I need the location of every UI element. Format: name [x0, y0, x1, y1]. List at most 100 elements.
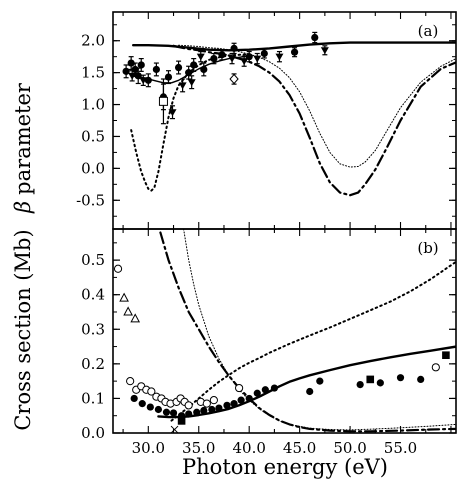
data-point-open-triangle	[119, 292, 129, 302]
beta-symbol: β	[11, 201, 35, 214]
data-point-open-circle	[184, 401, 193, 410]
data-point-filled-circle	[138, 400, 146, 408]
series-line-solid	[157, 345, 456, 419]
y-tick-label: -0.5	[76, 191, 105, 209]
series-line-dotted-coarse	[130, 53, 251, 192]
data-point-filled-circle	[169, 409, 178, 417]
y-tick-label: 0.1	[81, 389, 105, 407]
data-point-open-circle	[126, 377, 135, 386]
data-point-filled-circle	[261, 386, 269, 394]
y-tick-label: 0.0	[81, 424, 105, 442]
data-point-filled-circle	[185, 410, 193, 418]
data-point-triangle-down	[139, 77, 148, 85]
data-point-triangle-down	[196, 53, 205, 61]
data-point-filled-square	[442, 351, 450, 360]
data-point-filled-circle	[311, 33, 319, 42]
series-line-dotted-coarse	[170, 260, 456, 422]
y-tick-label: 0.5	[81, 251, 105, 269]
points-group	[113, 264, 450, 434]
x-tick-label: 35.0	[182, 439, 215, 457]
data-point-filled-circle	[270, 384, 279, 392]
data-point-filled-circle	[316, 377, 324, 385]
data-point-filled-circle	[193, 408, 201, 416]
data-point-filled-circle	[127, 59, 135, 67]
data-point-open-circle	[431, 363, 440, 372]
points-group	[122, 31, 329, 125]
data-point-triangle-down	[187, 79, 196, 87]
panel-label: (b)	[417, 239, 438, 257]
data-point-triangle-down	[168, 109, 177, 117]
data-point-filled-circle	[154, 405, 162, 414]
data-point-filled-circle	[137, 61, 145, 69]
data-point-filled-circle	[208, 405, 216, 414]
x-tick-label: 40.0	[232, 439, 265, 457]
data-point-filled-circle	[417, 375, 425, 384]
data-point-open-circle	[235, 383, 244, 393]
data-point-filled-circle	[245, 394, 253, 403]
y-tick-label: 0.4	[81, 286, 105, 304]
data-point-filled-circle	[237, 396, 245, 404]
data-point-triangle-down	[128, 72, 137, 80]
y-tick-label: 0.0	[81, 159, 105, 177]
data-point-triangle-down	[178, 82, 187, 90]
series-line-dash-dot	[172, 44, 456, 197]
panel-b: 0.5 0.4 0.3 0.2 0.1 0.0 30.0 35.0 40.0 45.0 50.0 55…	[81, 228, 457, 457]
data-point-open-square	[158, 96, 168, 106]
data-point-open-diamond	[229, 73, 239, 85]
data-point-triangle-down	[228, 55, 237, 63]
x-tick-label: 45.0	[283, 439, 316, 457]
data-point-triangle-down	[240, 58, 249, 66]
data-point-filled-circle	[164, 73, 173, 81]
data-point-open-circle	[209, 396, 218, 405]
data-point-filled-circle	[174, 63, 183, 72]
data-point-filled-circle	[306, 387, 314, 396]
data-point-filled-circle	[230, 400, 238, 408]
y-tick-label: 1.0	[81, 96, 105, 114]
series-line-dotted-fine	[178, 44, 456, 168]
plot-frame-b	[112, 228, 457, 434]
data-point-filled-circle	[200, 406, 208, 415]
data-point-filled-circle	[210, 54, 218, 63]
data-point-filled-circle	[130, 394, 138, 403]
data-point-open-triangle	[123, 306, 133, 316]
data-point-filled-circle	[122, 67, 130, 75]
y-axis-label-top-text: parameter	[11, 82, 35, 195]
data-point-filled-circle	[290, 48, 299, 56]
data-point-filled-circle	[218, 51, 226, 59]
y-tick-label: 0.2	[81, 355, 105, 373]
data-point-filled-circle	[190, 61, 198, 69]
series-line-dash-dot	[159, 231, 456, 433]
data-point-filled-circle	[185, 69, 193, 77]
x-axis-label: Photon energy (eV)	[182, 455, 388, 479]
data-point-filled-circle	[376, 379, 384, 387]
y-tick-label: 0.3	[81, 320, 105, 338]
data-point-triangle-down	[320, 47, 329, 55]
data-point-filled-circle	[260, 49, 268, 58]
data-point-open-circle	[147, 387, 156, 396]
x-tick-label: 50.0	[333, 439, 366, 457]
data-point-open-circle	[113, 264, 123, 273]
panel-a: 2.0 1.5 1.0 0.5 0.0 -0.5 (a)	[76, 11, 457, 230]
figure-labels: β parameter Cross section (Mb) Photon ene…	[11, 82, 388, 479]
data-point-filled-circle	[356, 380, 364, 389]
data-point-filled-square	[177, 417, 186, 425]
data-point-triangle-down	[275, 53, 284, 61]
y-axis-label-bottom: Cross section (Mb)	[11, 229, 35, 430]
data-point-filled-circle	[200, 65, 208, 74]
data-point-filled-circle	[253, 389, 261, 397]
data-point-filled-circle	[223, 401, 231, 409]
panel-label: (a)	[418, 22, 439, 40]
y-tick-label: 2.0	[81, 32, 105, 50]
x-tick-label: 55.0	[384, 439, 417, 457]
y-tick-label: 1.5	[81, 64, 105, 82]
data-point-filled-circle	[146, 403, 154, 411]
data-point-filled-circle	[230, 44, 238, 52]
y-axis-label-top: β parameter	[11, 82, 35, 214]
data-point-filled-square	[366, 375, 375, 384]
data-point-filled-circle	[152, 65, 160, 74]
data-point-triangle-down	[253, 55, 262, 63]
data-point-filled-circle	[215, 404, 223, 412]
data-point-filled-circle	[162, 408, 171, 416]
data-point-open-triangle	[130, 313, 141, 323]
